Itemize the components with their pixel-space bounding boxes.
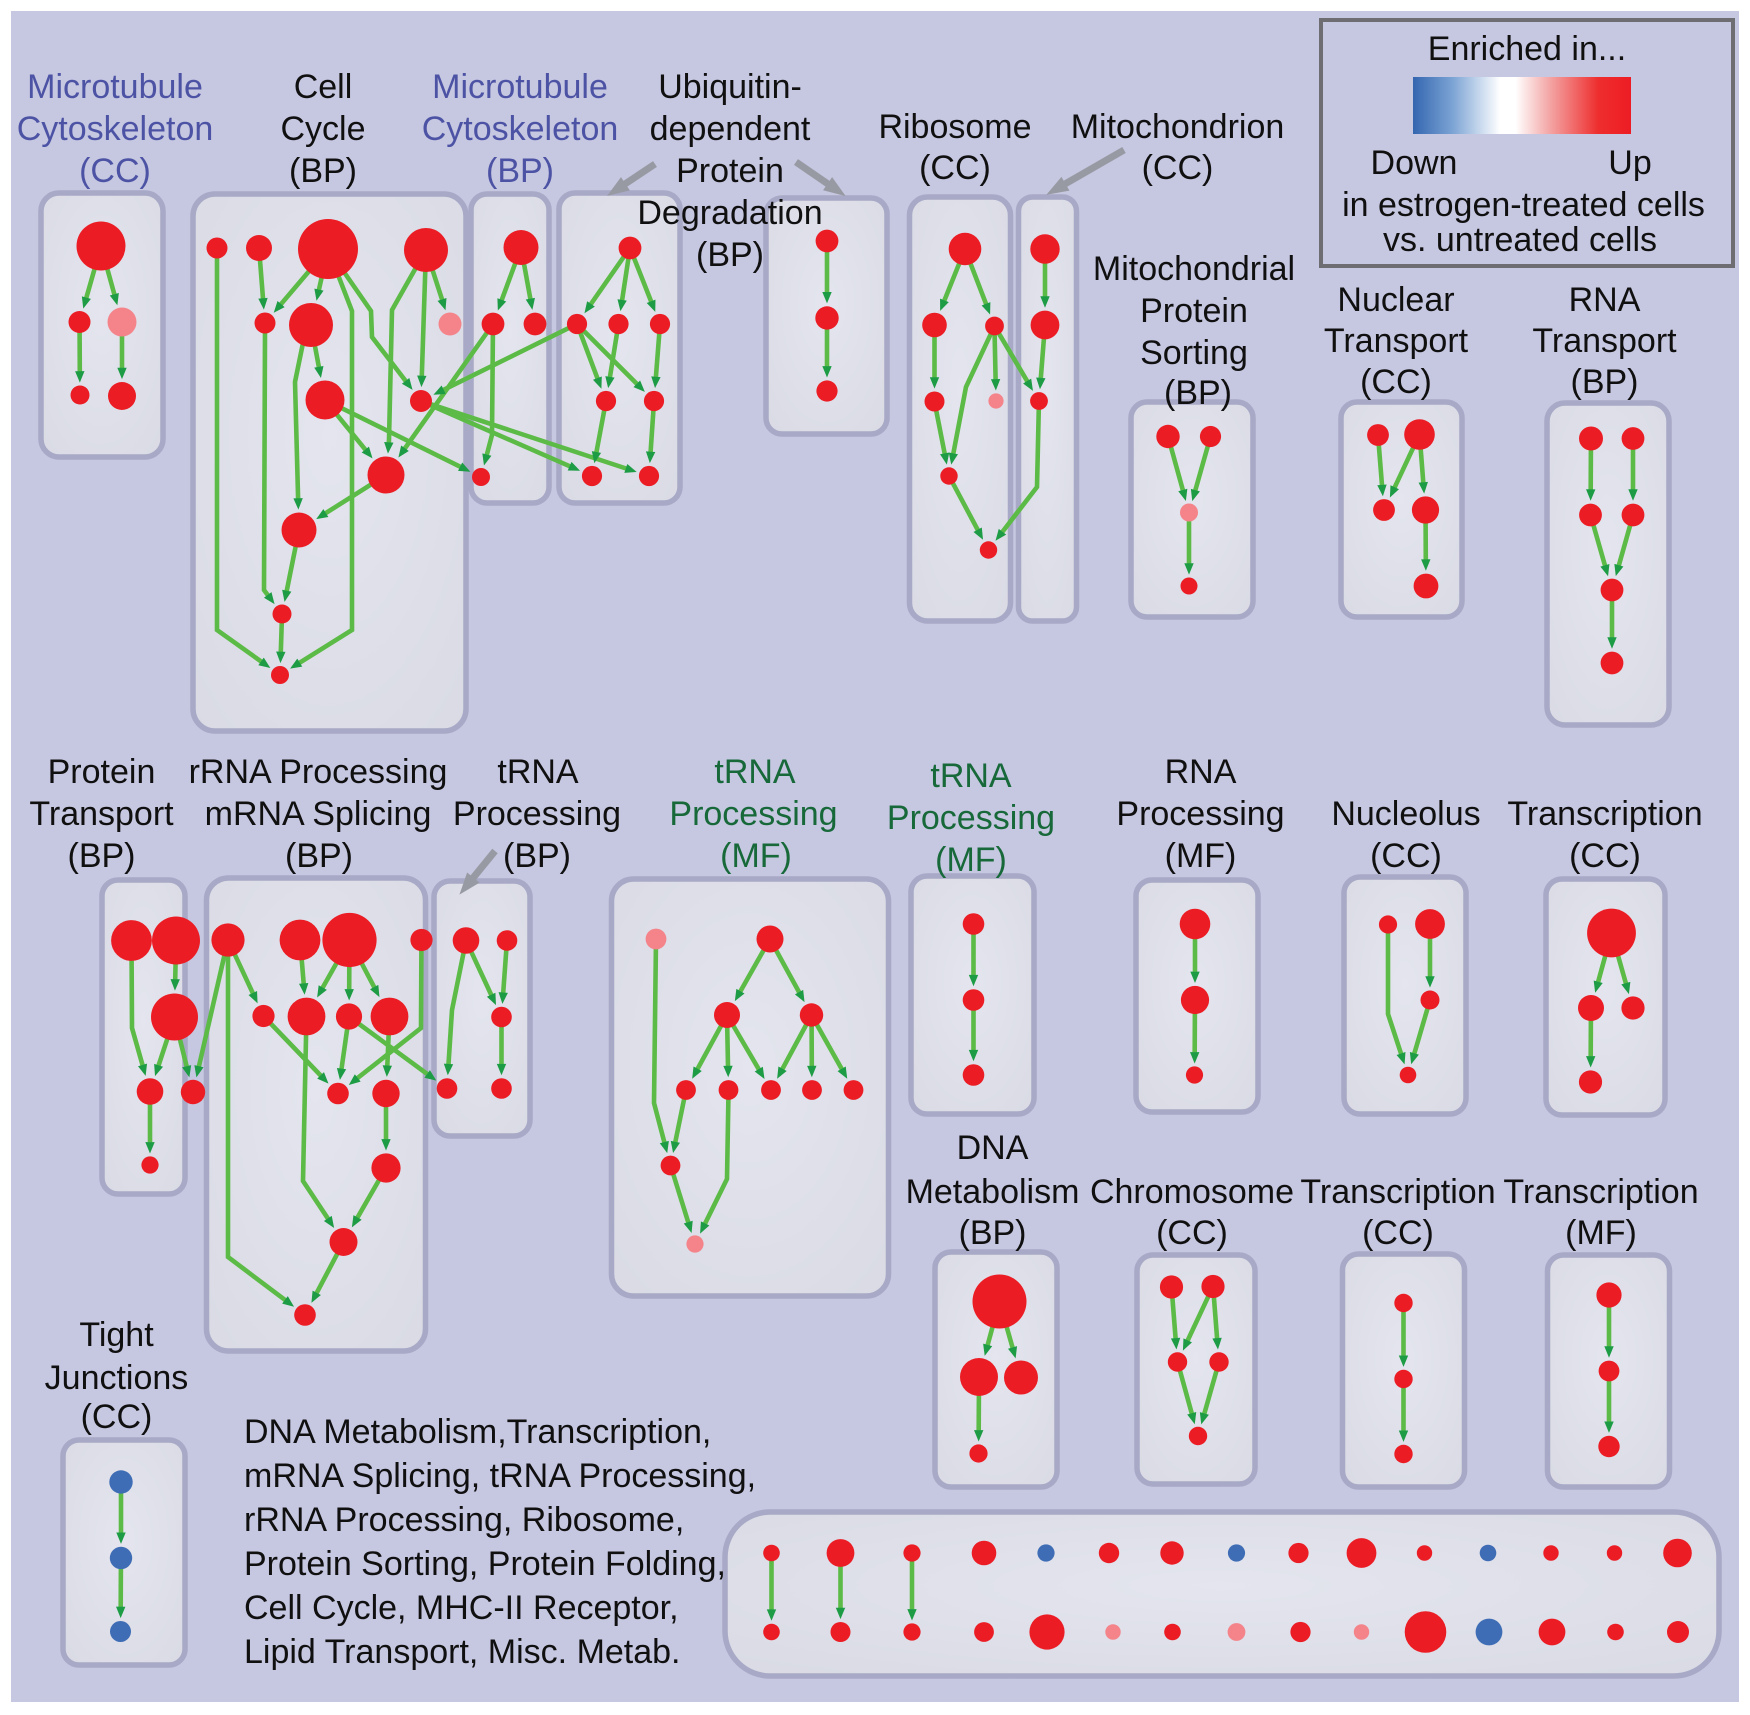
svg-text:Ribosome: Ribosome <box>878 108 1031 146</box>
svg-text:(CC): (CC) <box>1569 837 1641 875</box>
svg-text:tRNA: tRNA <box>714 753 796 791</box>
svg-text:Protein: Protein <box>1140 292 1248 330</box>
svg-text:Metabolism: Metabolism <box>906 1173 1080 1211</box>
svg-text:Down: Down <box>1371 144 1458 182</box>
svg-text:Sorting: Sorting <box>1140 334 1248 372</box>
svg-text:Degradation: Degradation <box>637 194 822 232</box>
svg-text:Transcription: Transcription <box>1300 1173 1495 1211</box>
svg-text:Cytoskeleton: Cytoskeleton <box>422 110 619 148</box>
svg-text:(BP): (BP) <box>1571 363 1639 401</box>
svg-text:Processing: Processing <box>887 799 1055 837</box>
svg-text:(CC): (CC) <box>1370 837 1442 875</box>
svg-text:(MF): (MF) <box>935 841 1007 879</box>
svg-text:Cycle: Cycle <box>280 110 365 148</box>
svg-text:Nucleolus: Nucleolus <box>1331 795 1480 833</box>
svg-text:rRNA Processing, Ribosome,: rRNA Processing, Ribosome, <box>244 1501 684 1539</box>
svg-text:dependent: dependent <box>650 110 811 148</box>
svg-text:(BP): (BP) <box>285 837 353 875</box>
svg-text:Protein: Protein <box>48 753 156 791</box>
svg-text:Mitochondrion: Mitochondrion <box>1071 108 1285 146</box>
svg-text:(BP): (BP) <box>68 837 136 875</box>
svg-text:Cell Cycle, MHC-II Receptor,: Cell Cycle, MHC-II Receptor, <box>244 1589 679 1627</box>
svg-text:Cytoskeleton: Cytoskeleton <box>17 110 214 148</box>
svg-text:Up: Up <box>1608 144 1651 182</box>
svg-text:in estrogen-treated cells: in estrogen-treated cells <box>1342 186 1705 224</box>
svg-text:(CC): (CC) <box>1142 149 1214 187</box>
svg-text:Tight: Tight <box>79 1316 154 1354</box>
svg-text:Microtubule: Microtubule <box>27 68 203 106</box>
svg-text:Protein Sorting, Protein Foldi: Protein Sorting, Protein Folding, <box>244 1545 726 1583</box>
svg-text:Cell: Cell <box>294 68 353 106</box>
svg-text:rRNA Processing: rRNA Processing <box>189 753 448 791</box>
svg-text:Transcription: Transcription <box>1507 795 1702 833</box>
svg-text:(BP): (BP) <box>503 837 571 875</box>
svg-text:Ubiquitin-: Ubiquitin- <box>658 68 802 106</box>
svg-text:Junctions: Junctions <box>45 1359 189 1397</box>
svg-text:(BP): (BP) <box>696 236 764 274</box>
svg-text:Processing: Processing <box>1116 795 1284 833</box>
svg-text:tRNA: tRNA <box>497 753 579 791</box>
svg-text:RNA: RNA <box>1569 281 1641 319</box>
svg-text:Lipid Transport, Misc. Metab.: Lipid Transport, Misc. Metab. <box>244 1633 681 1671</box>
svg-text:(CC): (CC) <box>919 149 991 187</box>
svg-text:(CC): (CC) <box>81 1398 153 1436</box>
svg-text:Enriched in...: Enriched in... <box>1428 30 1626 68</box>
svg-text:Transport: Transport <box>29 795 174 833</box>
svg-text:(CC): (CC) <box>1360 363 1432 401</box>
svg-text:DNA Metabolism,Transcription,: DNA Metabolism,Transcription, <box>244 1413 711 1451</box>
svg-text:Chromosome: Chromosome <box>1090 1173 1294 1211</box>
svg-text:(BP): (BP) <box>289 152 357 190</box>
svg-text:Processing: Processing <box>453 795 621 833</box>
svg-text:Transport: Transport <box>1532 322 1677 360</box>
svg-text:Nuclear: Nuclear <box>1337 281 1454 319</box>
svg-text:RNA: RNA <box>1165 753 1237 791</box>
svg-text:(CC): (CC) <box>1362 1214 1434 1252</box>
svg-text:tRNA: tRNA <box>930 757 1012 795</box>
svg-text:mRNA Splicing, tRNA Processing: mRNA Splicing, tRNA Processing, <box>244 1457 756 1495</box>
svg-text:(MF): (MF) <box>720 837 792 875</box>
svg-text:(BP): (BP) <box>486 152 554 190</box>
svg-text:Processing: Processing <box>669 795 837 833</box>
svg-text:(CC): (CC) <box>1156 1214 1228 1252</box>
svg-text:vs. untreated cells: vs. untreated cells <box>1383 221 1657 259</box>
svg-text:(BP): (BP) <box>959 1214 1027 1252</box>
svg-text:(BP): (BP) <box>1164 374 1232 412</box>
svg-text:Transcription: Transcription <box>1503 1173 1698 1211</box>
svg-text:mRNA Splicing: mRNA Splicing <box>205 795 432 833</box>
svg-text:Protein: Protein <box>676 152 784 190</box>
svg-text:DNA: DNA <box>957 1129 1029 1167</box>
svg-text:(CC): (CC) <box>79 152 151 190</box>
svg-text:Mitochondrial: Mitochondrial <box>1093 250 1295 288</box>
svg-text:(MF): (MF) <box>1565 1214 1637 1252</box>
svg-text:Microtubule: Microtubule <box>432 68 608 106</box>
svg-text:Transport: Transport <box>1324 322 1469 360</box>
svg-text:(MF): (MF) <box>1165 837 1237 875</box>
